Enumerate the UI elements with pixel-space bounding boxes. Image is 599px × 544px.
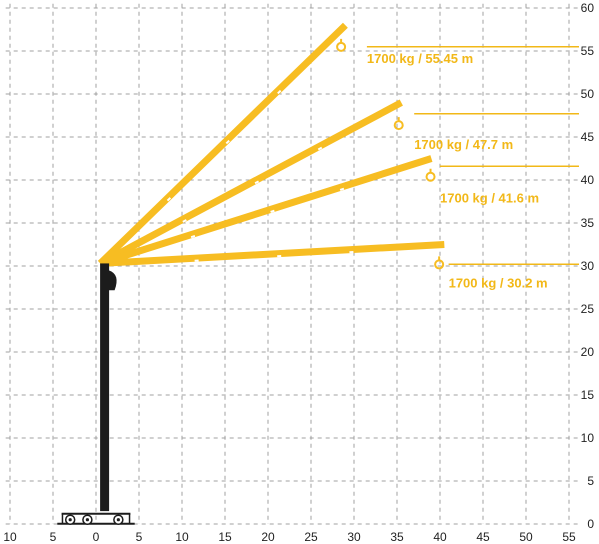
x-tick-label: 55: [562, 530, 576, 544]
y-tick-label: 55: [581, 44, 595, 58]
y-tick-label: 35: [581, 216, 595, 230]
boom-joint: [225, 139, 230, 145]
x-tick-label: 5: [136, 530, 143, 544]
capacity-label: 1700 kg / 41.6 m: [440, 190, 539, 205]
y-tick-label: 40: [581, 173, 595, 187]
x-tick-label: 10: [175, 530, 189, 544]
y-tick-label: 5: [587, 474, 594, 488]
x-tick-label: 15: [218, 530, 232, 544]
y-tick-label: 10: [581, 431, 595, 445]
capacity-label: 1700 kg / 47.7 m: [414, 137, 513, 152]
y-axis-ticks: 0 5 10 15 20 25 30 35 40 45 50 55 60: [581, 1, 595, 531]
y-tick-label: 50: [581, 87, 595, 101]
y-tick-label: 20: [581, 345, 595, 359]
boom-line: [97, 22, 348, 266]
boom-line: [98, 99, 403, 267]
y-tick-label: 30: [581, 259, 595, 273]
boom-joint: [339, 187, 345, 191]
wheel-hub: [68, 518, 72, 522]
crane-mast: [57, 263, 135, 525]
y-tick-label: 25: [581, 302, 595, 316]
boom-joint: [270, 209, 275, 213]
x-tick-label: 50: [519, 530, 533, 544]
boom-joint: [166, 197, 172, 202]
hook-icon: [336, 38, 347, 52]
boom-joint: [277, 89, 282, 95]
capacity-label: 1700 kg / 55.45 m: [367, 51, 473, 66]
hook-icon: [393, 117, 404, 131]
x-tick-label: 5: [50, 530, 57, 544]
hook-icon: [425, 168, 436, 182]
boom-joint: [190, 234, 196, 239]
boom-series: [97, 22, 445, 270]
boom-joint: [317, 146, 323, 151]
x-tick-label: 40: [433, 530, 447, 544]
y-tick-label: 0: [587, 517, 594, 531]
x-tick-label: 0: [93, 530, 100, 544]
x-tick-label: 45: [476, 530, 490, 544]
cylinder-block: [108, 270, 117, 291]
capacity-label: 1700 kg / 30.2 m: [449, 276, 548, 291]
y-tick-label: 45: [581, 130, 595, 144]
x-tick-label: 25: [304, 530, 318, 544]
boom-joint: [182, 219, 187, 223]
x-tick-label: 30: [347, 530, 361, 544]
capacity-labels: 1700 kg / 55.45 m 1700 kg / 47.7 m 1700 kg…: [366, 45, 579, 291]
boom-line: [99, 155, 433, 267]
y-tick-label: 60: [581, 1, 595, 15]
x-tick-label: 10: [3, 530, 17, 544]
boom-joint: [254, 180, 260, 185]
mast-column: [100, 263, 110, 512]
hook-icon: [434, 256, 445, 270]
grid: [5, 3, 578, 525]
wheel-hub: [116, 518, 120, 522]
wheel-hub: [85, 518, 89, 522]
y-tick-label: 15: [581, 388, 595, 402]
boom-line: [100, 241, 445, 267]
x-tick-label: 35: [390, 530, 404, 544]
x-tick-label: 20: [261, 530, 275, 544]
x-axis-ticks: 10 5 0 5 10 15 20 25 30 35 40 45 50 55: [3, 530, 576, 544]
